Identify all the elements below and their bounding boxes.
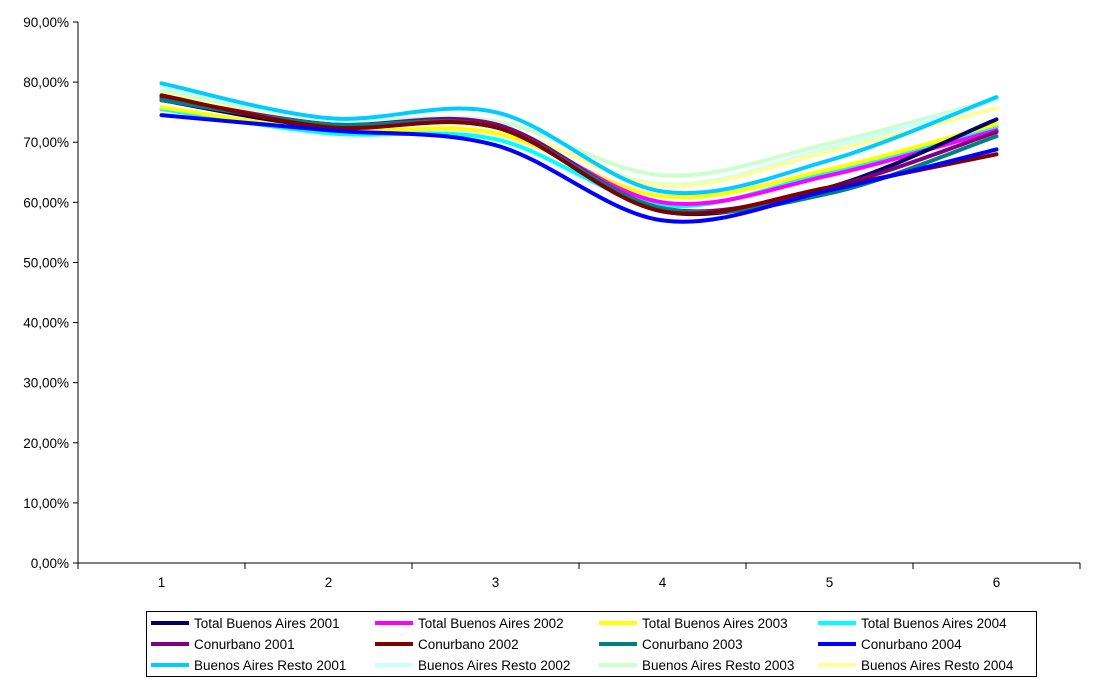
legend: Total Buenos Aires 2001 Total Buenos Aire…: [146, 611, 1037, 677]
legend-label: Total Buenos Aires 2003: [642, 615, 788, 631]
legend-item-total-buenos-aires-2002: Total Buenos Aires 2002: [375, 613, 564, 633]
legend-label: Total Buenos Aires 2002: [418, 615, 564, 631]
legend-swatch: [599, 621, 637, 625]
axes: 0,00% 10,00% 20,00% 30,00% 40,00% 50,00% 60,00…: [23, 15, 1081, 590]
y-tick-label: 0,00%: [31, 556, 69, 571]
y-tick-label: 20,00%: [23, 436, 69, 451]
legend-swatch: [375, 663, 413, 667]
legend-item-conurbano-2003: Conurbano 2003: [599, 634, 743, 654]
x-tick-label: 6: [993, 575, 1001, 590]
y-tick-label: 30,00%: [23, 376, 69, 391]
legend-swatch: [375, 642, 413, 646]
y-tick-label: 80,00%: [23, 75, 69, 90]
legend-label: Conurbano 2002: [418, 636, 519, 652]
y-tick-label: 40,00%: [23, 316, 69, 331]
legend-swatch: [151, 642, 189, 646]
x-tick-label: 4: [659, 575, 667, 590]
legend-label: Buenos Aires Resto 2001: [194, 657, 347, 673]
series-line-conurbano-2004: [159, 113, 999, 224]
y-tick-label: 50,00%: [23, 255, 69, 270]
legend-swatch: [599, 642, 637, 646]
y-tick-label: 70,00%: [23, 135, 69, 150]
legend-item-conurbano-2002: Conurbano 2002: [375, 634, 519, 654]
legend-swatch: [599, 663, 637, 667]
series-line-buenos-aires-resto-2001: [159, 81, 999, 196]
series-line-total-buenos-aires-2004: [159, 107, 999, 209]
legend-swatch: [818, 642, 856, 646]
legend-item-buenos-aires-resto-2002: Buenos Aires Resto 2002: [375, 655, 570, 675]
legend-item-total-buenos-aires-2003: Total Buenos Aires 2003: [599, 613, 788, 633]
legend-item-buenos-aires-resto-2001: Buenos Aires Resto 2001: [151, 655, 346, 675]
x-tick-label: 3: [492, 575, 500, 590]
y-tick-label: 90,00%: [23, 15, 69, 30]
legend-swatch: [151, 663, 189, 667]
x-tick-label: 1: [158, 575, 166, 590]
series-lines: [159, 81, 999, 224]
legend-item-conurbano-2004: Conurbano 2004: [818, 634, 962, 654]
legend-swatch: [818, 621, 856, 625]
legend-swatch: [375, 621, 413, 625]
legend-label: Buenos Aires Resto 2003: [642, 657, 795, 673]
legend-label: Conurbano 2004: [861, 636, 962, 652]
legend-label: Total Buenos Aires 2001: [194, 615, 340, 631]
chart-svg: 0,00% 10,00% 20,00% 30,00% 40,00% 50,00% 60,00…: [23, 15, 1081, 590]
legend-item-buenos-aires-resto-2004: Buenos Aires Resto 2004: [818, 655, 1013, 675]
legend-item-total-buenos-aires-2004: Total Buenos Aires 2004: [818, 613, 1007, 633]
legend-label: Buenos Aires Resto 2002: [418, 657, 571, 673]
legend-item-buenos-aires-resto-2003: Buenos Aires Resto 2003: [599, 655, 794, 675]
legend-label: Buenos Aires Resto 2004: [861, 657, 1014, 673]
legend-swatch: [818, 663, 856, 667]
legend-item-total-buenos-aires-2001: Total Buenos Aires 2001: [151, 613, 340, 633]
y-tick-label: 10,00%: [23, 496, 69, 511]
legend-item-conurbano-2001: Conurbano 2001: [151, 634, 295, 654]
x-tick-label: 2: [325, 575, 333, 590]
legend-label: Conurbano 2003: [642, 636, 743, 652]
y-tick-label: 60,00%: [23, 195, 69, 210]
legend-label: Conurbano 2001: [194, 636, 295, 652]
x-tick-label: 5: [826, 575, 834, 590]
series-line-conurbano-2002: [159, 93, 999, 216]
legend-swatch: [151, 621, 189, 625]
legend-label: Total Buenos Aires 2004: [861, 615, 1007, 631]
